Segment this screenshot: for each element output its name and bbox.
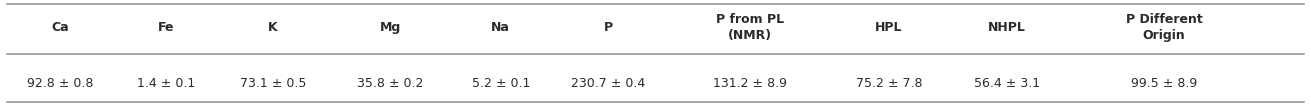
Text: P: P [604, 21, 612, 33]
Text: NHPL: NHPL [988, 21, 1025, 33]
Text: 92.8 ± 0.8: 92.8 ± 0.8 [28, 77, 93, 90]
Text: Ca: Ca [51, 21, 69, 33]
Text: P Different
Origin: P Different Origin [1126, 13, 1202, 41]
Text: 56.4 ± 3.1: 56.4 ± 3.1 [974, 77, 1040, 90]
Text: Fe: Fe [159, 21, 174, 33]
Text: 5.2 ± 0.1: 5.2 ± 0.1 [472, 77, 530, 90]
Text: 1.4 ± 0.1: 1.4 ± 0.1 [138, 77, 195, 90]
Text: 75.2 ± 7.8: 75.2 ± 7.8 [856, 77, 922, 90]
Text: 131.2 ± 8.9: 131.2 ± 8.9 [713, 77, 787, 90]
Text: 35.8 ± 0.2: 35.8 ± 0.2 [358, 77, 423, 90]
Text: 99.5 ± 8.9: 99.5 ± 8.9 [1131, 77, 1197, 90]
Text: Na: Na [492, 21, 510, 33]
Text: Mg: Mg [380, 21, 401, 33]
Text: HPL: HPL [876, 21, 902, 33]
Text: K: K [267, 21, 278, 33]
Text: 73.1 ± 0.5: 73.1 ± 0.5 [240, 77, 305, 90]
Text: P from PL
(NMR): P from PL (NMR) [716, 13, 784, 41]
Text: 230.7 ± 0.4: 230.7 ± 0.4 [572, 77, 645, 90]
